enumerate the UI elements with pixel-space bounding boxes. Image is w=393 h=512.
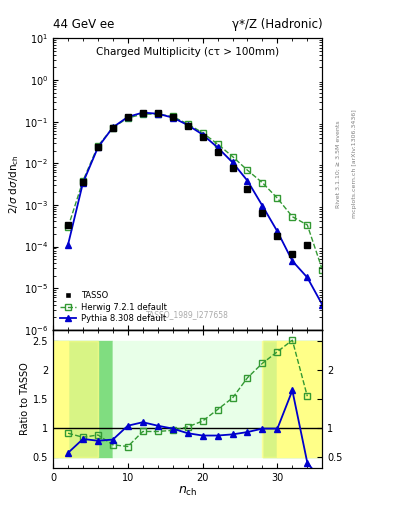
Herwig 7.2.1 default [200,130,205,136]
Pythia 8.308 default [215,144,220,151]
Text: mcplots.cern.ch [arXiv:1306.3436]: mcplots.cern.ch [arXiv:1306.3436] [352,110,357,218]
Text: γ*/Z (Hadronic): γ*/Z (Hadronic) [231,18,322,31]
TASSO [260,209,265,216]
Y-axis label: Ratio to TASSO: Ratio to TASSO [20,362,30,436]
TASSO [170,114,175,120]
TASSO [110,125,115,131]
Herwig 7.2.1 default [185,121,190,127]
Pythia 8.308 default [230,159,235,165]
Pythia 8.308 default [260,203,265,209]
Herwig 7.2.1 default [305,222,310,228]
TASSO [275,233,280,239]
Pythia 8.308 default [320,302,325,308]
TASSO [66,222,70,228]
Line: TASSO: TASSO [65,110,310,258]
Herwig 7.2.1 default [170,114,175,120]
Pythia 8.308 default [66,242,70,248]
TASSO [200,134,205,140]
Line: Herwig 7.2.1 default: Herwig 7.2.1 default [65,111,325,272]
Herwig 7.2.1 default [230,154,235,160]
Herwig 7.2.1 default [275,195,280,201]
TASSO [215,148,220,155]
Herwig 7.2.1 default [215,141,220,147]
Text: Rivet 3.1.10; ≥ 3.5M events: Rivet 3.1.10; ≥ 3.5M events [336,120,341,208]
Y-axis label: 2/$\sigma$ d$\sigma$/dn$_{\rm ch}$: 2/$\sigma$ d$\sigma$/dn$_{\rm ch}$ [7,154,21,214]
TASSO [140,110,145,116]
Herwig 7.2.1 default [95,143,100,149]
Pythia 8.308 default [245,178,250,184]
Herwig 7.2.1 default [260,180,265,186]
Text: 44 GeV ee: 44 GeV ee [53,18,114,31]
Pythia 8.308 default [125,114,130,120]
Pythia 8.308 default [185,122,190,128]
TASSO [81,179,85,185]
Pythia 8.308 default [81,180,85,186]
TASSO [290,251,295,258]
Pythia 8.308 default [155,111,160,117]
Pythia 8.308 default [170,115,175,121]
Pythia 8.308 default [305,274,310,281]
TASSO [230,165,235,172]
Herwig 7.2.1 default [125,115,130,121]
Herwig 7.2.1 default [81,178,85,184]
Herwig 7.2.1 default [110,124,115,131]
X-axis label: $n_{\rm ch}$: $n_{\rm ch}$ [178,485,197,498]
Herwig 7.2.1 default [320,266,325,272]
Herwig 7.2.1 default [140,111,145,117]
Pythia 8.308 default [95,144,100,151]
Pythia 8.308 default [110,124,115,131]
Pythia 8.308 default [275,228,280,234]
Line: Pythia 8.308 default: Pythia 8.308 default [65,110,325,308]
Herwig 7.2.1 default [290,214,295,220]
TASSO [185,123,190,129]
Pythia 8.308 default [200,132,205,138]
Herwig 7.2.1 default [245,167,250,173]
TASSO [125,114,130,120]
Herwig 7.2.1 default [155,111,160,117]
TASSO [95,144,100,150]
Pythia 8.308 default [290,258,295,264]
Text: Charged Multiplicity (cτ > 100mm): Charged Multiplicity (cτ > 100mm) [96,47,279,57]
TASSO [305,242,310,248]
TASSO [245,186,250,192]
Text: TASSO_1989_I277658: TASSO_1989_I277658 [146,311,229,319]
Herwig 7.2.1 default [66,224,70,230]
Legend: TASSO, Herwig 7.2.1 default, Pythia 8.308 default: TASSO, Herwig 7.2.1 default, Pythia 8.30… [57,289,169,326]
TASSO [155,110,160,116]
Pythia 8.308 default [140,110,145,116]
